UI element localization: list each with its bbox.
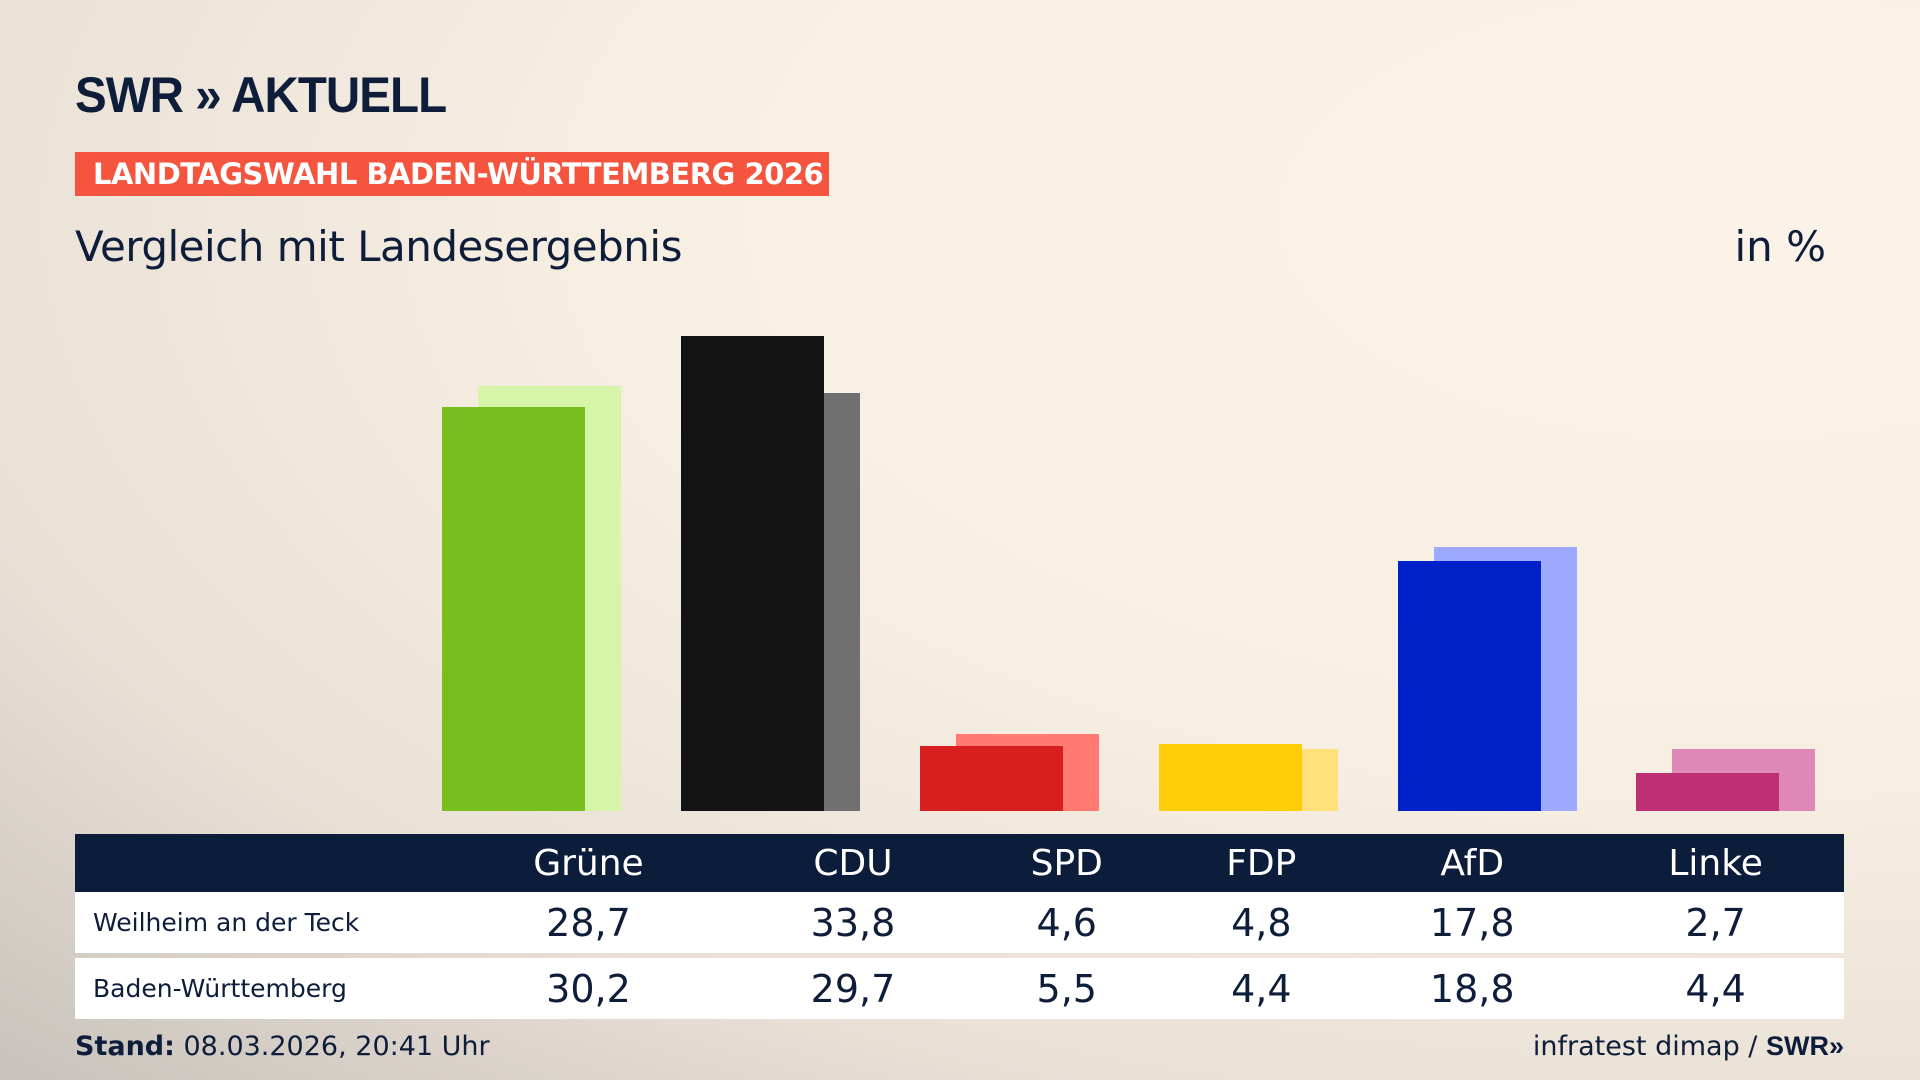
row-label: Weilheim an der Teck (75, 892, 439, 953)
bar-local-afd (1398, 560, 1541, 811)
value-cell: 5,5 (968, 958, 1166, 1019)
value-cell: 4,4 (1587, 958, 1844, 1019)
chart-subtitle: Vergleich mit Landesergebnis (75, 222, 682, 271)
value-cell: 4,8 (1165, 892, 1358, 953)
header-empty (75, 834, 439, 892)
bar-local-fdp (1159, 743, 1302, 811)
unit-label: in % (1734, 222, 1826, 271)
value-cell: 4,4 (1165, 958, 1358, 1019)
value-cell: 33,8 (737, 892, 969, 953)
stand-label: Stand: (75, 1031, 175, 1062)
bar-local-grüne (442, 407, 585, 811)
value-cell: 17,8 (1357, 892, 1588, 953)
value-cell: 2,7 (1587, 892, 1844, 953)
column-header: Grüne (439, 834, 738, 892)
column-header: SPD (968, 834, 1166, 892)
results-table: Grüne CDU SPD FDP AfD Linke Weilheim an der T… (75, 834, 1844, 1019)
stand-value: 08.03.2026, 20:41 Uhr (174, 1031, 490, 1062)
value-cell: 29,7 (737, 958, 969, 1019)
bar-local-spd (920, 746, 1063, 811)
timestamp: Stand: 08.03.2026, 20:41 Uhr (75, 1031, 490, 1062)
column-header: Linke (1587, 834, 1844, 892)
column-header: CDU (737, 834, 969, 892)
value-cell: 30,2 (439, 958, 738, 1019)
value-cell: 18,8 (1357, 958, 1588, 1019)
value-cell: 4,6 (968, 892, 1166, 953)
election-banner: LANDTAGSWAHL BADEN-WÜRTTEMBERG 2026 (75, 152, 829, 196)
row-label: Baden-Württemberg (75, 958, 439, 1019)
column-header: AfD (1357, 834, 1588, 892)
source-text: infratest dimap / (1532, 1031, 1766, 1062)
bar-local-cdu (681, 335, 824, 811)
swr-aktuell-logo: SWR » AKTUELL (75, 67, 447, 123)
source: infratest dimap / SWR» (1533, 1031, 1844, 1062)
swr-logo: SWR» (1765, 1031, 1844, 1061)
value-cell: 28,7 (439, 892, 738, 953)
bar-local-linke (1636, 773, 1779, 811)
column-header: FDP (1165, 834, 1358, 892)
